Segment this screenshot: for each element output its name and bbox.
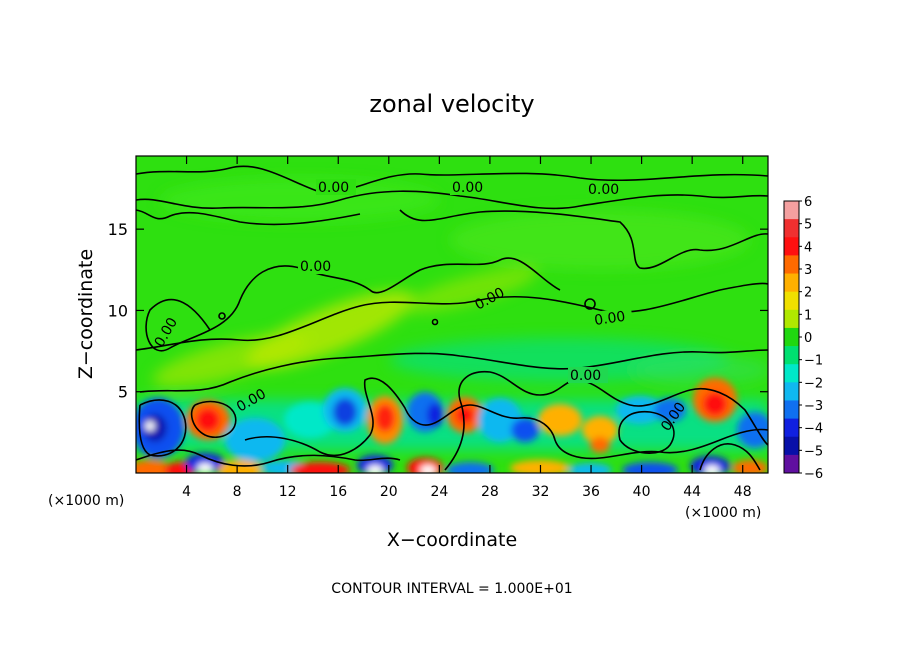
colorbar-tick-label: −3 [804,399,823,414]
svg-text:0.00: 0.00 [593,309,626,329]
x-tick-label: 32 [532,484,550,500]
x-tick-label: 36 [582,484,600,500]
colorbar-tick-label: −5 [804,444,823,459]
colorbar-tick-label: 5 [804,218,812,233]
y-tick-label: 15 [108,220,128,239]
x-tick-label: 16 [329,484,347,500]
colorbar-tick-label: 3 [804,263,812,278]
colorbar-swatch [784,273,799,293]
colorbar-swatch [784,400,799,420]
chart-title: zonal velocity [369,90,534,118]
svg-text:0.00: 0.00 [300,259,331,275]
x-tick-label: 44 [683,484,701,500]
x-tick-label: 28 [481,484,499,500]
colorbar-swatch [784,382,799,401]
x-tick-label: 24 [430,484,448,500]
x-tick-label: 40 [633,484,651,500]
svg-text:0.00: 0.00 [452,180,483,196]
colorbar-swatch [784,418,799,438]
plot-frame [135,155,769,474]
colorbar-swatch [784,454,799,474]
svg-text:0.00: 0.00 [588,182,619,198]
colorbar: 6 5 4 3 2 1 0 −1 −2 −3 −4 −5 −6 [783,195,823,482]
x-axis-label: X−coordinate [387,529,517,551]
contour-interval-note: CONTOUR INTERVAL = 1.000E+01 [331,581,572,597]
y-tick-label: 10 [108,301,128,320]
colorbar-tick-label: −2 [804,376,823,391]
x-tick-label: 20 [380,484,398,500]
colorbar-tick-label: −1 [804,354,823,369]
x-tick-label: 4 [182,484,191,500]
plot-area: 0.00 0.00 0.00 0.00 0.00 0.00 0.00 0.00 … [136,156,768,473]
colorbar-swatch [784,346,799,365]
colorbar-swatch [784,237,799,256]
colorbar-tick-label: −6 [804,467,823,482]
colorbar-tick-label: 1 [804,308,812,323]
colorbar-swatch [784,219,799,238]
colorbar-swatch [784,436,799,456]
x-unit-label-left: (×1000 m) [48,493,124,509]
colorbar-tick-label: 0 [804,331,812,346]
svg-text:0.00: 0.00 [570,368,601,384]
colorbar-tick-label: −4 [804,422,823,437]
contour-labels: 0.00 0.00 0.00 0.00 0.00 0.00 0.00 0.00 … [152,179,689,434]
colorbar-swatch [784,327,799,347]
colorbar-swatch [784,309,799,329]
svg-text:0.00: 0.00 [318,180,349,196]
colorbar-swatch [784,364,799,383]
colorbar-swatch [784,201,799,220]
y-axis-label: Z−coordinate [75,249,97,379]
x-axis: 4 8 12 16 20 24 28 32 36 40 44 48 [182,156,752,500]
y-axis: 5 10 15 [108,220,768,402]
colorbar-swatch [784,291,799,311]
colorbar-swatch [784,255,799,275]
x-unit-label-right: (×1000 m) [685,505,761,521]
x-tick-label: 12 [279,484,297,500]
colorbar-tick-label: 2 [804,286,812,301]
x-tick-label: 48 [734,484,752,500]
y-tick-label: 5 [118,383,128,402]
colorbar-tick-label: 6 [804,195,812,210]
x-tick-label: 8 [233,484,242,500]
colorbar-tick-label: 4 [804,240,812,255]
